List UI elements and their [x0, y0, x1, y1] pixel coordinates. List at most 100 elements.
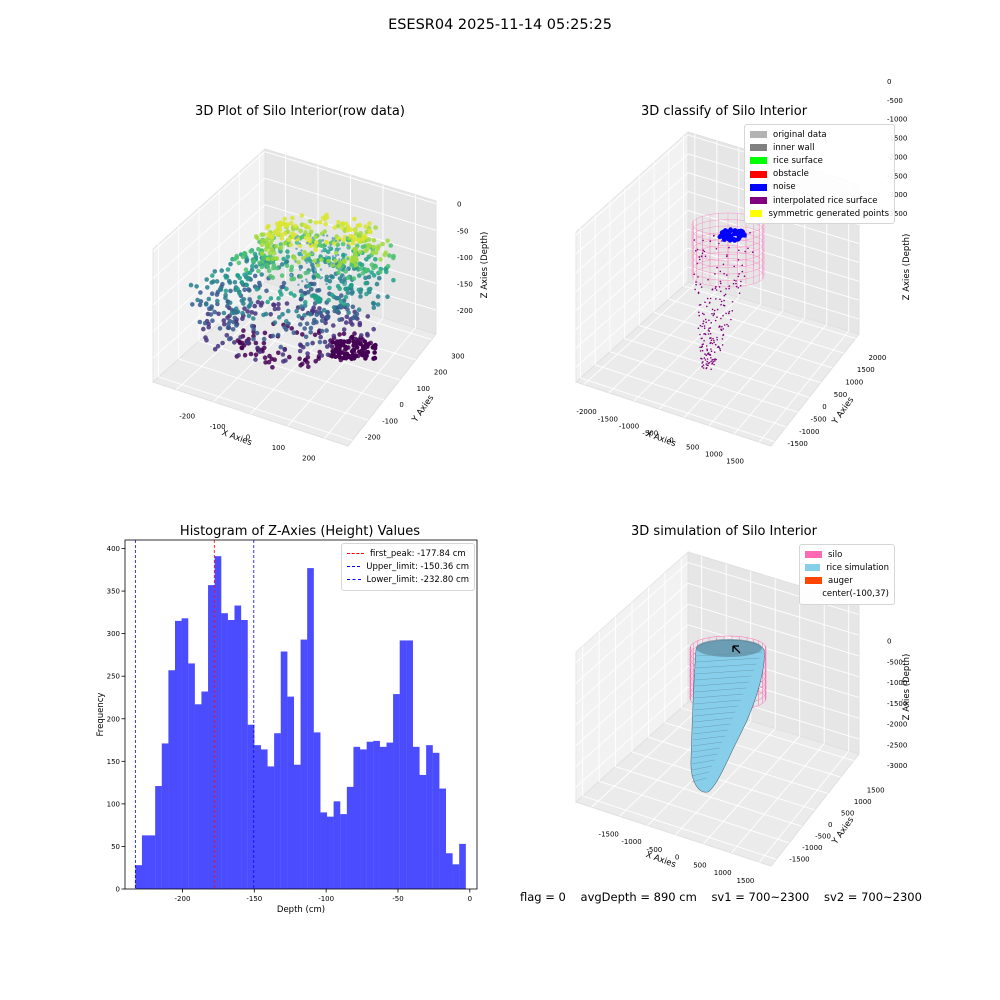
interpolated-point: [699, 350, 702, 352]
x-tick-label: 100: [272, 444, 285, 452]
rice-top: [696, 639, 762, 657]
data-point: [360, 236, 366, 242]
legend-swatch: [750, 157, 767, 165]
data-point: [260, 238, 265, 243]
data-point: [334, 239, 338, 243]
data-point: [327, 342, 333, 348]
histogram-bar: [459, 843, 466, 889]
data-point: [353, 246, 359, 252]
data-point: [284, 222, 290, 227]
data-point: [305, 278, 308, 281]
x-tick-label: -150: [246, 895, 262, 903]
data-point: [348, 233, 354, 239]
histogram-bar: [181, 618, 189, 889]
data-point: [308, 325, 314, 331]
data-point: [212, 309, 217, 315]
data-point: [225, 267, 231, 272]
interpolated-point: [720, 282, 722, 285]
legend-swatch: [805, 591, 816, 598]
data-point: [325, 282, 328, 286]
x-tick-label: 1500: [726, 458, 744, 466]
histogram-bar: [234, 605, 242, 889]
histogram-bar: [194, 704, 202, 889]
data-point: [235, 273, 240, 278]
data-point: [278, 220, 283, 225]
y-tick-label: 1000: [845, 378, 863, 386]
data-point: [294, 308, 299, 314]
interpolated-point: [696, 262, 698, 265]
data-point: [282, 347, 288, 353]
data-point: [253, 264, 259, 269]
data-point: [245, 276, 251, 282]
interpolated-point: [711, 308, 714, 311]
data-point: [329, 244, 332, 247]
interpolated-point: [731, 301, 734, 303]
interpolated-point: [705, 321, 707, 324]
data-point: [371, 326, 377, 332]
data-point: [318, 311, 323, 316]
data-point: [252, 303, 257, 309]
interpolated-point: [700, 357, 702, 360]
interpolated-point: [705, 345, 708, 347]
data-point: [308, 330, 314, 335]
interpolated-point: [721, 338, 724, 340]
inner-wall-wireframe: [691, 212, 765, 288]
interpolated-point: [733, 265, 735, 268]
legend-label: Upper_limit: -150.36 cm: [366, 561, 469, 572]
data-point: [322, 216, 328, 222]
x-tick-label: -100: [210, 423, 226, 431]
data-point: [352, 228, 358, 233]
interpolated-point: [693, 239, 696, 241]
floor-pane: [575, 701, 860, 867]
data-point: [288, 291, 294, 296]
y-tick-label: 0: [116, 886, 120, 894]
interpolated-point: [710, 357, 712, 359]
z-tick-label: -200: [457, 307, 473, 315]
y-tick-label: 200: [434, 369, 447, 377]
interpolated-point: [722, 304, 725, 307]
data-point: [365, 243, 371, 248]
data-point: [345, 302, 350, 308]
data-point: [343, 287, 349, 292]
data-point: [338, 258, 341, 261]
data-point: [262, 345, 267, 351]
data-point: [280, 312, 285, 317]
interpolated-point: [693, 273, 695, 276]
histogram-title: Histogram of Z-Axies (Height) Values: [179, 524, 421, 539]
data-point: [272, 320, 278, 325]
data-point: [344, 346, 349, 351]
interpolated-point: [718, 326, 720, 328]
data-point: [289, 326, 295, 331]
data-point: [216, 311, 221, 317]
data-point: [351, 276, 357, 281]
histogram-bar: [432, 752, 440, 889]
interpolated-point: [718, 242, 720, 245]
interpolated-point: [714, 273, 716, 275]
histogram-legend: first_peak: -177.84 cm Upper_limit: -150.…: [341, 543, 475, 591]
data-point: [338, 239, 341, 242]
data-point: [345, 268, 348, 271]
legend-label: silo: [828, 549, 843, 560]
histogram-bar: [399, 640, 407, 889]
data-point: [205, 285, 210, 290]
y-axis-label: Frequency: [96, 693, 106, 737]
grid-lines: [575, 134, 860, 443]
data-point: [296, 314, 302, 319]
data-point: [378, 269, 383, 275]
data-point: [259, 264, 265, 270]
data-point: [209, 291, 215, 297]
mesh-line: [695, 669, 755, 675]
data-point: [299, 213, 305, 218]
interpolated-point: [709, 327, 712, 329]
interpolated-point: [703, 357, 706, 359]
data-point: [198, 290, 203, 295]
mesh-line: [691, 759, 715, 765]
data-point: [256, 246, 261, 252]
interpolated-point: [716, 266, 718, 269]
data-point: [341, 252, 346, 258]
data-point: [225, 303, 230, 309]
interpolated-point: [719, 348, 721, 350]
data-point: [206, 296, 212, 302]
interpolated-point: [694, 288, 696, 291]
interpolated-point: [698, 256, 701, 258]
